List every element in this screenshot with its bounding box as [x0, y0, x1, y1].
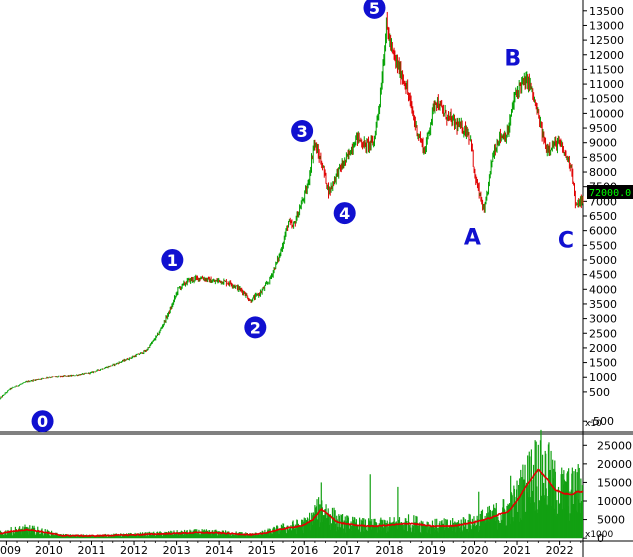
price-tick-label: 3500	[589, 298, 617, 311]
year-label: 2015	[248, 544, 276, 557]
price-tick-label: 11000	[589, 78, 624, 91]
price-tick-label: 13500	[589, 5, 624, 18]
price-tick-label: 12000	[589, 49, 624, 62]
year-label: 2011	[77, 544, 105, 557]
price-tick-label: 9500	[589, 122, 617, 135]
price-tick-label: -500	[589, 415, 614, 428]
price-tick-label: 1000	[589, 371, 617, 384]
volume-ma-line	[0, 468, 584, 538]
volume-tick-label: 20000	[597, 458, 632, 471]
volume-tick-label: 0	[597, 532, 604, 545]
price-tick-label: 13000	[589, 19, 624, 32]
price-tick-label: 500	[589, 386, 610, 399]
last-price-label: 72000.0	[587, 185, 633, 199]
year-label: 2013	[163, 544, 191, 557]
year-label: 2014	[205, 544, 233, 557]
year-label: 2021	[503, 544, 531, 557]
price-tick-label: 10000	[589, 107, 624, 120]
wave-label-circle	[161, 248, 184, 271]
price-tick-label: 1500	[589, 357, 617, 370]
wave-label-circle	[31, 410, 54, 433]
wave-label-circle	[244, 316, 267, 339]
volume-tick-label: 5000	[597, 514, 625, 527]
last-price-box	[587, 185, 633, 199]
price-tick-label: 8500	[589, 151, 617, 164]
price-tick-label: 5000	[589, 254, 617, 267]
price-tick-label: 5500	[589, 239, 617, 252]
price-tick-label: 2500	[589, 327, 617, 340]
volume-moving-average	[0, 468, 584, 538]
time-axis: 009 2010 2011 2012 2013 2014 2015 2016 2017 2018 2…	[0, 541, 582, 557]
wave-label-text: B	[504, 47, 521, 72]
wave-label-text: A	[464, 226, 481, 251]
year-label: 2012	[120, 544, 148, 557]
price-tick-label: 6500	[589, 210, 617, 223]
volume-bars	[0, 429, 584, 539]
wave-label-circle	[363, 0, 386, 19]
volume-tick-label: 10000	[597, 495, 632, 508]
year-label: 2018	[375, 544, 403, 557]
price-candles	[0, 11, 584, 400]
volume-multiplier-label: x1000	[585, 530, 614, 540]
price-tick-label: 2000	[589, 342, 617, 355]
year-label: 2016	[290, 544, 318, 557]
price-tick-label: 6000	[589, 225, 617, 238]
last-price-text: 72000.0	[589, 188, 631, 199]
elliott-wave-labels: 0 1 2 3 4 5 A B C	[31, 0, 574, 433]
wave-label-text: C	[558, 228, 574, 253]
volume-tick-label: 25000	[597, 439, 632, 452]
price-tick-label: 8000	[589, 166, 617, 179]
wave-label-text: 2	[250, 318, 261, 337]
year-label: 2010	[35, 544, 63, 557]
price-tick-label: 11500	[589, 63, 624, 76]
axis-multipliers: x10 x1000	[585, 419, 614, 540]
volume-tick-label: 15000	[597, 476, 632, 489]
year-label: 009	[0, 544, 21, 557]
price-tick-label: 4000	[589, 283, 617, 296]
price-tick-label: 12500	[589, 34, 624, 47]
price-tick-label: 10500	[589, 93, 624, 106]
wave-label-text: 4	[339, 204, 350, 223]
year-label: 2019	[418, 544, 446, 557]
price-tick-label: 3000	[589, 313, 617, 326]
year-label: 2017	[333, 544, 361, 557]
wave-label-text: 0	[37, 412, 48, 431]
year-label: 2022	[546, 544, 574, 557]
wave-label-text: 3	[297, 122, 308, 141]
wave-label-circle	[333, 202, 356, 225]
wave-label-text: 1	[167, 251, 178, 270]
price-tick-label: 9000	[589, 137, 617, 150]
wave-label-text: 5	[369, 0, 380, 18]
price-multiplier-label: x10	[585, 419, 602, 429]
price-tick-label: 4500	[589, 269, 617, 282]
volume-axis: 0 5000 10000 15000 20000 25000	[583, 439, 632, 545]
wave-label-circle	[291, 119, 314, 142]
year-label: 2020	[460, 544, 488, 557]
